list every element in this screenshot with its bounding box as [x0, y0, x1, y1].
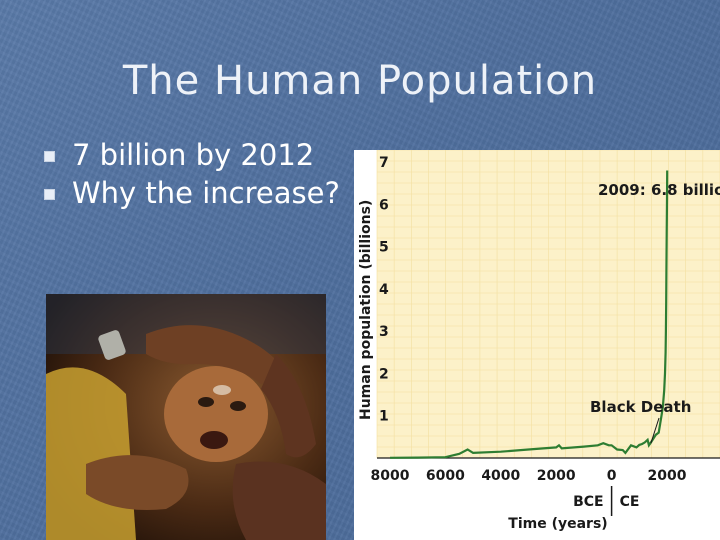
y-tick-label: 5: [379, 240, 389, 256]
x-tick-labels: 8000 6000 4000 2000 0 2000: [371, 468, 687, 484]
bullet-item: Why the increase?: [42, 174, 340, 212]
y-tick-label: 2: [379, 366, 389, 382]
square-bullet-icon: [44, 151, 55, 162]
y-tick-label: 4: [379, 282, 389, 298]
population-chart: 1 2 3 4 5 6 7 8000 6000 4000 2000 0 2000 Human popu…: [354, 150, 720, 540]
population-line-chart: 1 2 3 4 5 6 7 8000 6000 4000 2000 0 2000 Human popu…: [358, 150, 720, 532]
bullet-text: Why the increase?: [72, 176, 340, 210]
bullet-text: 7 billion by 2012: [72, 138, 315, 172]
y-tick-label: 6: [379, 197, 389, 213]
era-label-bce: BCE: [573, 494, 604, 510]
population-series-line: [389, 170, 669, 459]
y-axis-label: Human population (billions): [358, 200, 374, 420]
photo-icon: [46, 294, 326, 540]
y-tick-label: 1: [379, 409, 389, 425]
black-death-leader-line: [650, 417, 660, 444]
slide-title: The Human Population: [122, 58, 598, 104]
grid-lines: [376, 150, 720, 459]
annotation-2009: 2009: 6.8 billion: [598, 181, 720, 199]
x-tick-label: 0: [607, 468, 617, 484]
x-tick-label: 4000: [481, 468, 520, 484]
y-tick-labels: 1 2 3 4 5 6 7: [379, 155, 389, 425]
square-bullet-icon: [44, 189, 55, 200]
x-axis-label: Time (years): [508, 516, 607, 532]
x-tick-label: 2000: [648, 468, 687, 484]
x-tick-label: 2000: [537, 468, 576, 484]
x-tick-label: 8000: [371, 468, 410, 484]
y-tick-label: 3: [379, 324, 389, 340]
child-vaccination-photo: [46, 294, 326, 540]
x-tick-label: 6000: [426, 468, 465, 484]
bullet-item: 7 billion by 2012: [42, 136, 340, 174]
annotation-black-death: Black Death: [590, 398, 691, 416]
y-tick-label: 7: [379, 155, 389, 171]
bullet-list: 7 billion by 2012 Why the increase?: [42, 136, 340, 212]
era-label-ce: CE: [620, 494, 640, 510]
